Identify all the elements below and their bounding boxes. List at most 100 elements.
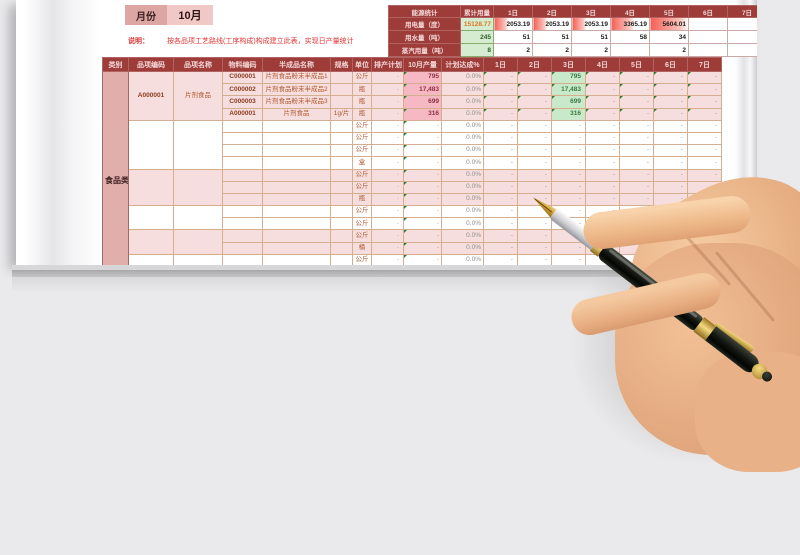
- day-cell[interactable]: -: [687, 70, 722, 85]
- energy-total-cell[interactable]: 8: [460, 43, 494, 57]
- day-cell[interactable]: -: [517, 180, 552, 194]
- energy-day-cell[interactable]: [727, 43, 757, 57]
- column-header-4[interactable]: 规格: [330, 57, 353, 72]
- day-cell[interactable]: -: [619, 131, 654, 146]
- semi-name-cell[interactable]: [262, 253, 331, 265]
- column-header-0[interactable]: 品项编码: [128, 57, 174, 72]
- semi-name-cell[interactable]: [262, 241, 331, 255]
- spec-cell[interactable]: [330, 229, 353, 243]
- day-cell[interactable]: -: [653, 180, 688, 194]
- day-cell[interactable]: -: [483, 253, 518, 265]
- semi-name-cell[interactable]: [262, 192, 331, 207]
- output-cell[interactable]: 795: [403, 70, 442, 85]
- column-header-6[interactable]: 排产计划: [371, 57, 404, 72]
- energy-day-cell[interactable]: 5604.01: [649, 17, 689, 31]
- item-name-cell[interactable]: [173, 205, 223, 231]
- energy-day-cell[interactable]: 2053.19: [571, 17, 611, 31]
- day-cell[interactable]: -: [585, 144, 620, 158]
- column-header-day-2[interactable]: 2日: [517, 57, 552, 72]
- material-code-cell[interactable]: [222, 205, 263, 219]
- energy-day-cell[interactable]: [688, 43, 728, 57]
- item-code-cell[interactable]: [128, 229, 174, 255]
- day-cell[interactable]: -: [619, 83, 654, 97]
- material-code-cell[interactable]: [222, 180, 263, 194]
- achieve-cell[interactable]: 0.0%: [441, 156, 484, 170]
- output-cell[interactable]: -: [403, 168, 442, 182]
- energy-day-header[interactable]: 5日: [649, 5, 689, 18]
- item-code-cell[interactable]: A000001: [128, 71, 174, 121]
- achieve-cell[interactable]: 0.0%: [441, 144, 484, 158]
- item-name-cell[interactable]: 片剂食品: [173, 71, 223, 121]
- day-cell[interactable]: -: [517, 95, 552, 109]
- semi-name-cell[interactable]: [262, 156, 331, 170]
- day-cell[interactable]: -: [517, 217, 552, 231]
- spec-cell[interactable]: [330, 156, 353, 170]
- item-name-cell[interactable]: [173, 119, 223, 170]
- semi-name-cell[interactable]: 片剂食品粉末半成品3: [262, 95, 331, 109]
- day-cell[interactable]: -: [551, 156, 586, 170]
- output-cell[interactable]: -: [403, 217, 442, 231]
- day-cell[interactable]: -: [551, 131, 586, 146]
- day-cell[interactable]: -: [653, 83, 688, 97]
- day-cell[interactable]: -: [619, 156, 654, 170]
- spec-cell[interactable]: [330, 253, 353, 265]
- column-header-category[interactable]: 类别: [102, 57, 129, 72]
- day-cell[interactable]: -: [619, 192, 654, 207]
- energy-day-header[interactable]: 2日: [532, 5, 572, 18]
- day-cell[interactable]: -: [585, 107, 620, 121]
- unit-cell[interactable]: 公斤: [352, 168, 372, 182]
- day-cell[interactable]: -: [483, 95, 518, 109]
- spec-cell[interactable]: [330, 95, 353, 109]
- semi-name-cell[interactable]: 片剂食品粉末半成品1: [262, 70, 331, 85]
- day-cell[interactable]: -: [619, 107, 654, 121]
- energy-day-cell[interactable]: 2053.19: [493, 17, 533, 31]
- unit-cell[interactable]: 公斤: [352, 180, 372, 194]
- unit-cell[interactable]: 公斤: [352, 205, 372, 219]
- unit-cell[interactable]: 瓶: [352, 95, 372, 109]
- energy-day-header[interactable]: 4日: [610, 5, 650, 18]
- day-cell[interactable]: -: [483, 144, 518, 158]
- unit-cell[interactable]: 公斤: [352, 144, 372, 158]
- column-header-8[interactable]: 计划达成%: [441, 57, 484, 72]
- day-cell[interactable]: -: [551, 144, 586, 158]
- plan-cell[interactable]: -: [371, 192, 404, 207]
- day-cell[interactable]: -: [483, 83, 518, 97]
- day-cell[interactable]: -: [551, 168, 586, 182]
- day-cell[interactable]: -: [619, 168, 654, 182]
- day-cell[interactable]: 316: [551, 107, 586, 121]
- day-cell[interactable]: -: [517, 144, 552, 158]
- output-cell[interactable]: -: [403, 119, 442, 133]
- output-cell[interactable]: 17,483: [403, 83, 442, 97]
- spec-cell[interactable]: [330, 83, 353, 97]
- day-cell[interactable]: -: [619, 144, 654, 158]
- day-cell[interactable]: -: [653, 144, 688, 158]
- column-header-day-7[interactable]: 7日: [687, 57, 722, 72]
- item-name-cell[interactable]: [173, 229, 223, 255]
- unit-cell[interactable]: 公斤: [352, 217, 372, 231]
- day-cell[interactable]: -: [585, 168, 620, 182]
- energy-day-cell[interactable]: [727, 30, 757, 44]
- day-cell[interactable]: -: [483, 241, 518, 255]
- day-cell[interactable]: -: [653, 156, 688, 170]
- achieve-cell[interactable]: 0.0%: [441, 107, 484, 121]
- day-cell[interactable]: -: [653, 95, 688, 109]
- material-code-cell[interactable]: [222, 253, 263, 265]
- unit-cell[interactable]: 公斤: [352, 70, 372, 85]
- energy-day-header[interactable]: 1日: [493, 5, 533, 18]
- unit-cell[interactable]: 瓶: [352, 107, 372, 121]
- energy-day-header[interactable]: 3日: [571, 5, 611, 18]
- energy-day-cell[interactable]: 2053.19: [532, 17, 572, 31]
- spec-cell[interactable]: [330, 70, 353, 85]
- column-header-day-3[interactable]: 3日: [551, 57, 586, 72]
- day-cell[interactable]: -: [687, 156, 722, 170]
- plan-cell[interactable]: -: [371, 229, 404, 243]
- semi-name-cell[interactable]: [262, 217, 331, 231]
- day-cell[interactable]: -: [687, 83, 722, 97]
- item-code-cell[interactable]: [128, 253, 174, 265]
- day-cell[interactable]: -: [619, 70, 654, 85]
- day-cell[interactable]: -: [517, 70, 552, 85]
- day-cell[interactable]: -: [585, 156, 620, 170]
- day-cell[interactable]: -: [483, 168, 518, 182]
- achieve-cell[interactable]: 0.0%: [441, 168, 484, 182]
- plan-cell[interactable]: -: [371, 253, 404, 265]
